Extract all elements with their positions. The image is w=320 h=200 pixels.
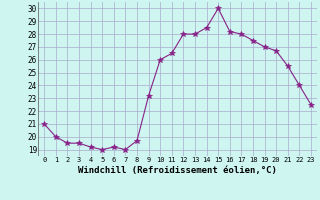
- X-axis label: Windchill (Refroidissement éolien,°C): Windchill (Refroidissement éolien,°C): [78, 166, 277, 175]
